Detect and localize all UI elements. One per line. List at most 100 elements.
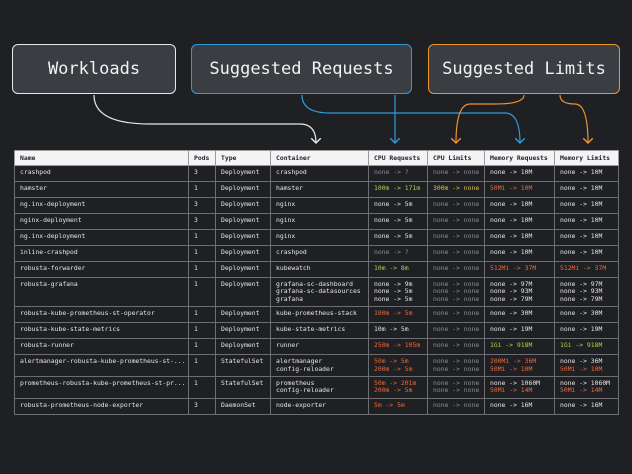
resource-change: 10m -> 8m: [374, 264, 409, 272]
row-pods: 1: [188, 306, 216, 324]
resource-change: 200Mi -> 36M: [490, 357, 537, 366]
row-cpu-requests: none -> ?: [368, 245, 428, 262]
row-memory-limits: none -> 10M: [554, 197, 619, 214]
suggested-limits-label: Suggested Limits: [428, 44, 620, 94]
row-container: kubewatch: [270, 261, 369, 278]
row-name: robusta-kube-prometheus-st-operator: [14, 306, 189, 324]
row-cpu-requests: none -> 5m: [368, 213, 428, 230]
resource-change: none -> 19M: [490, 325, 533, 334]
row-cpu-limits: none -> none none -> none: [427, 376, 485, 399]
table-row: ng.inx-deployment 3 Deployment nginx none ->…: [14, 197, 619, 214]
row-pods: 1: [188, 276, 216, 308]
resource-change: none -> none: [433, 309, 480, 318]
resource-change: none -> 10M: [560, 184, 603, 192]
header-memory-requests: Memory Requests: [484, 150, 555, 166]
resource-change: none -> 5m: [374, 287, 413, 296]
row-memory-requests: none -> 97M none -> 93M none -> 79M: [484, 276, 555, 308]
resource-change: none -> 5m: [374, 216, 413, 224]
row-type: Deployment: [215, 197, 271, 214]
row-memory-requests: none -> 30M: [484, 306, 555, 324]
row-cpu-requests: none -> 5m: [368, 197, 428, 214]
header-cpu-requests: CPU Requests: [368, 150, 428, 166]
table-row: robusta-forwarder 1 Deployment kubewatch 10m…: [14, 261, 619, 278]
row-pods: 1: [188, 181, 216, 198]
resource-change: none -> 10M: [560, 216, 603, 224]
row-type: Deployment: [215, 276, 271, 308]
row-cpu-requests: 100m -> 5m: [368, 306, 428, 324]
row-memory-limits: none -> 16M: [554, 397, 619, 415]
table-row: alertmanager-robusta-kube-prometheus-st-…: [14, 354, 619, 378]
header-cpu-limits: CPU Limits: [427, 150, 485, 166]
row-memory-requests: none -> 10M: [484, 229, 555, 246]
resource-change: none -> 10M: [490, 232, 533, 240]
row-container: runner: [270, 338, 369, 356]
row-memory-limits: 512Mi -> 37M: [554, 261, 619, 278]
row-memory-limits: none -> 10M: [554, 213, 619, 230]
row-type: Deployment: [215, 306, 271, 324]
resource-change: none -> 10M: [560, 232, 603, 240]
header-type: Type: [215, 150, 271, 166]
table-row: robusta-kube-prometheus-st-operator 1 Depl…: [14, 306, 619, 324]
row-pods: 1: [188, 261, 216, 278]
resource-change: none -> 10M: [490, 216, 533, 224]
row-container: kube-state-metrics: [270, 322, 369, 340]
table-header-row: Name Pods Type Container CPU Requests CP…: [14, 150, 619, 166]
row-cpu-requests: 5m -> 5m: [368, 397, 428, 415]
table-row: nginx-deployment 3 Deployment nginx none -> …: [14, 213, 619, 230]
row-cpu-limits: none -> none none -> none none -> none: [427, 276, 485, 308]
resource-change: none -> 30M: [560, 309, 603, 318]
row-memory-requests: none -> 10M: [484, 165, 555, 182]
table-row: robusta-runner 1 Deployment runner 250m -> 1…: [14, 338, 619, 356]
resource-change: none -> 10M: [560, 168, 603, 176]
resource-change: none -> 97M: [560, 280, 603, 288]
table-row: robusta-grafana 1 Deployment grafana-sc-das…: [14, 276, 619, 308]
row-name: nginx-deployment: [14, 213, 189, 230]
row-cpu-limits: none -> none: [427, 245, 485, 262]
header-container: Container: [270, 150, 369, 166]
resource-change: 50Mi -> 14M: [490, 386, 533, 395]
row-container: nginx: [270, 213, 369, 230]
table-row: prometheus-robusta-kube-prometheus-st-pr…: [14, 376, 619, 399]
resource-change: none -> none: [433, 364, 480, 373]
row-cpu-requests: none -> ?: [368, 165, 428, 182]
resource-change: none -> none: [433, 379, 480, 388]
resource-change: none -> 16M: [560, 400, 603, 409]
row-cpu-limits: none -> none: [427, 338, 485, 356]
resource-change: none -> 10M: [490, 248, 533, 256]
row-memory-limits: 1Gi -> 918M: [554, 338, 619, 356]
row-container: nginx: [270, 229, 369, 246]
row-type: Deployment: [215, 213, 271, 230]
resource-change: none -> none: [433, 168, 480, 176]
row-memory-requests: none -> 1060M 50Mi -> 14M: [484, 376, 555, 399]
row-memory-limits: none -> 10M: [554, 165, 619, 182]
row-memory-requests: none -> 10M: [484, 213, 555, 230]
resource-change: none -> 19M: [560, 325, 603, 334]
row-cpu-limits: none -> none: [427, 165, 485, 182]
limits-memory-arrow: [559, 94, 588, 143]
row-pods: 1: [188, 376, 216, 399]
resource-change: 512Mi -> 37M: [560, 264, 607, 272]
row-container: hamster: [270, 181, 369, 198]
table-row: inline-crashpod 1 Deployment crashpod none -…: [14, 245, 619, 262]
resource-change: none -> none: [433, 400, 480, 409]
resource-change: none -> 9m: [374, 280, 413, 288]
resource-change: none -> 1060M: [490, 379, 541, 388]
resource-change: 50Mi -> 10M: [560, 364, 603, 373]
row-memory-requests: none -> 19M: [484, 322, 555, 340]
resource-change: 50Mi -> 10M: [490, 184, 533, 192]
row-container: crashpod: [270, 165, 369, 182]
resource-change: none -> none: [433, 232, 480, 240]
row-cpu-limits: none -> none: [427, 229, 485, 246]
row-cpu-requests: 100m -> 171m: [368, 181, 428, 198]
row-cpu-requests: 50m -> 201m 200m -> 5m: [368, 376, 428, 399]
row-type: Deployment: [215, 245, 271, 262]
table-body: crashpod 3 Deployment crashpod none -> ? none…: [14, 165, 619, 415]
row-name: prometheus-robusta-kube-prometheus-st-pr…: [14, 376, 189, 399]
row-cpu-limits: none -> none none -> none: [427, 354, 485, 378]
resource-change: none -> 5m: [374, 200, 413, 208]
row-pods: 3: [188, 213, 216, 230]
row-container: grafana-sc-dashboard grafana-sc-datasour…: [270, 276, 369, 308]
row-pods: 1: [188, 338, 216, 356]
resource-change: none -> none: [433, 280, 480, 288]
